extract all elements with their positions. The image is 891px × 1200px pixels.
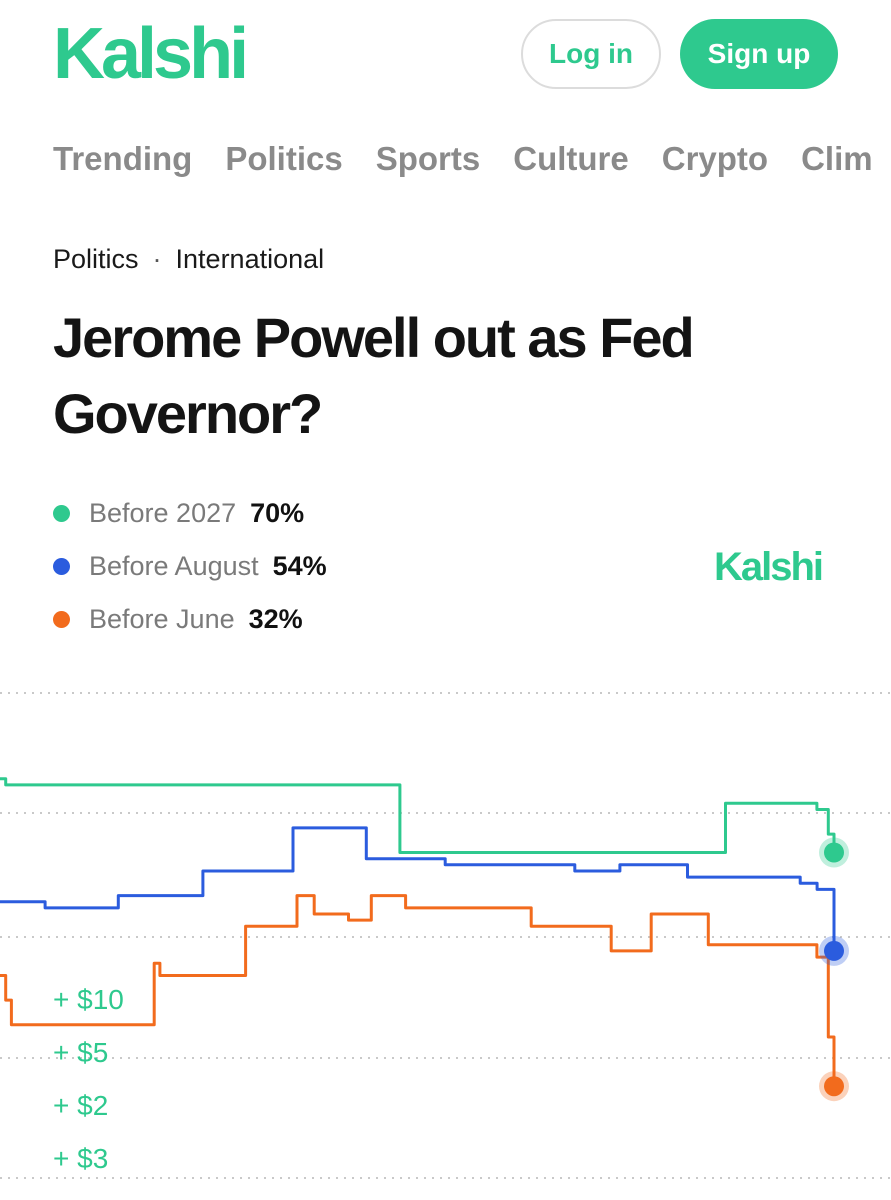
kalshi-logo[interactable]: Kalshi [53, 14, 249, 94]
chart-endpoints [819, 837, 849, 1102]
payout-item: + $3 [53, 1143, 109, 1174]
breadcrumb: Politics · International [53, 244, 324, 275]
legend-percent: 70% [250, 497, 305, 528]
legend-dot-blue [53, 557, 70, 575]
breadcrumb-subcategory[interactable]: International [175, 244, 325, 274]
legend-percent: 54% [272, 550, 327, 581]
chart-series [0, 777, 836, 1087]
nav-item-climate[interactable]: Clim [801, 140, 873, 177]
nav-item-trending[interactable]: Trending [53, 140, 193, 177]
nav-item-politics[interactable]: Politics [225, 140, 343, 177]
endpoint-dot [824, 842, 844, 863]
nav-item-sports[interactable]: Sports [375, 140, 481, 177]
payout-list: + $10 + $5 + $2 + $3 [53, 980, 124, 1192]
legend-item-before-june: Before June 32% [53, 602, 303, 636]
series-line-before-june [0, 894, 836, 1087]
nav-item-culture[interactable]: Culture [513, 140, 629, 177]
endpoint-dot [824, 940, 844, 961]
kalshi-watermark: Kalshi [714, 545, 824, 589]
payout-item: + $2 [53, 1090, 109, 1121]
chart-grid [0, 692, 891, 1179]
legend-item-before-2027: Before 2027 70% [53, 496, 304, 530]
series-line-before-2027 [0, 777, 836, 854]
legend-item-before-august: Before August 54% [53, 549, 327, 583]
legend-label: Before June [89, 603, 235, 634]
endpoint-dot [824, 1076, 844, 1097]
legend-dot-orange [53, 610, 70, 628]
legend-percent: 32% [248, 603, 303, 634]
sign-up-button[interactable]: Sign up [680, 19, 838, 89]
log-in-button[interactable]: Log in [521, 19, 661, 89]
series-line-before-august [0, 826, 836, 951]
market-title: Jerome Powell out as Fed Governor? [53, 306, 695, 445]
breadcrumb-category[interactable]: Politics [53, 244, 139, 274]
price-chart [0, 692, 891, 1179]
legend-dot-green [53, 504, 70, 522]
breadcrumb-separator: · [152, 244, 162, 274]
legend-label: Before August [89, 550, 259, 581]
nav-item-crypto[interactable]: Crypto [661, 140, 769, 177]
payout-item: + $5 [53, 1037, 109, 1068]
category-nav: Trending Politics Sports Culture Crypto Clim [53, 140, 891, 178]
legend-label: Before 2027 [89, 497, 237, 528]
payout-item: + $10 [53, 984, 124, 1015]
